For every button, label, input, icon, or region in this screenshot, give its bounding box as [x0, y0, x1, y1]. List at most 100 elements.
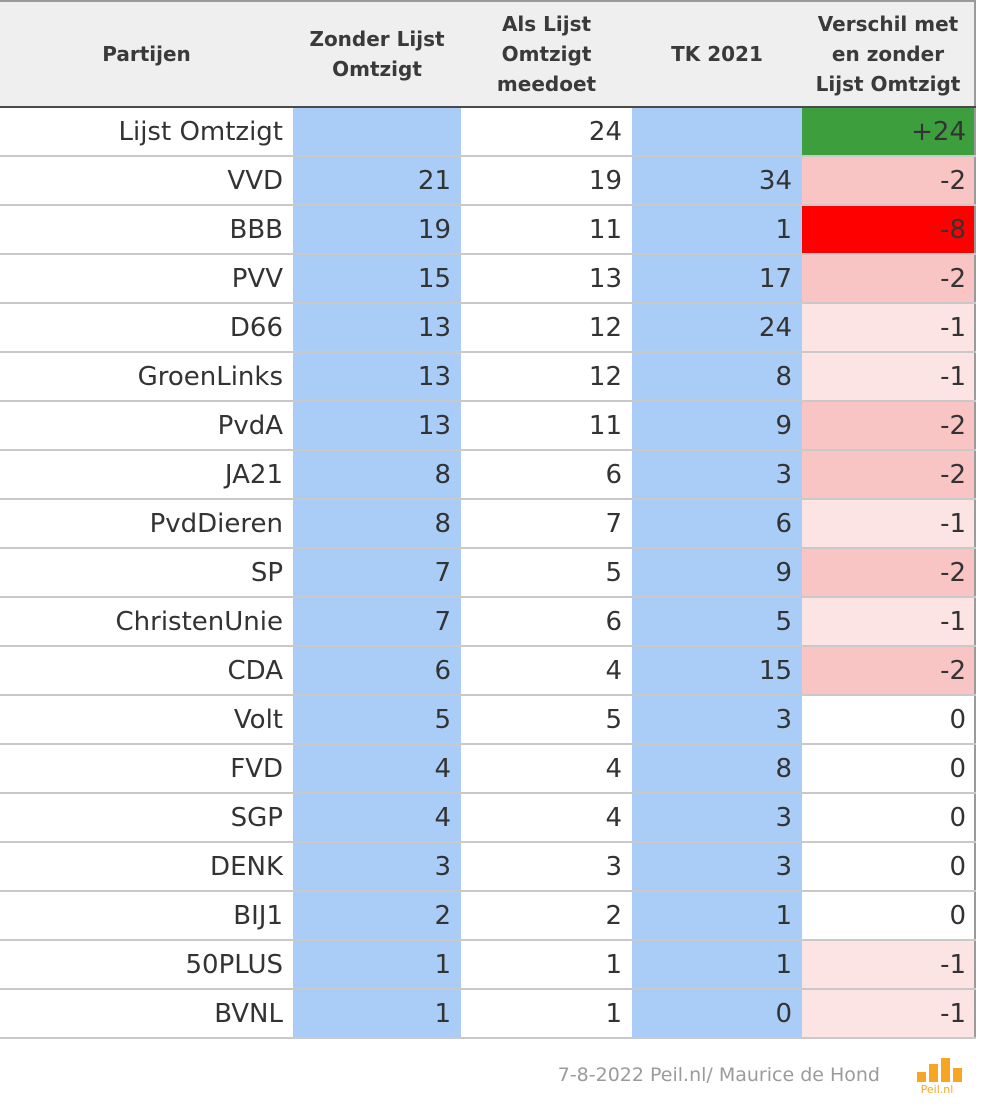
seats-with-cell: 4 — [461, 744, 632, 794]
party-name-cell: FVD — [0, 744, 293, 794]
seats-tk2021-cell: 8 — [632, 352, 802, 402]
party-name-cell: BBB — [0, 205, 293, 255]
seats-without-cell: 21 — [293, 156, 461, 206]
seat-difference-cell: -2 — [802, 646, 976, 696]
party-name-cell: Volt — [0, 695, 293, 745]
seats-without-cell: 1 — [293, 989, 461, 1039]
logo-bar-icon — [953, 1068, 962, 1082]
party-name-cell: PvdA — [0, 401, 293, 451]
seats-tk2021-cell: 34 — [632, 156, 802, 206]
seats-tk2021-cell: 1 — [632, 940, 802, 990]
seats-with-cell: 11 — [461, 205, 632, 255]
header-with-line-3: meedoet — [496, 72, 597, 96]
table-body: Lijst Omtzigt 24 +24 VVD 21 19 34 -2 BBB 19 11 1 -8 P… — [0, 107, 976, 1039]
seat-difference-cell: -1 — [802, 989, 976, 1039]
table-row: FVD 4 4 8 0 — [0, 744, 976, 794]
seats-tk2021-cell: 6 — [632, 499, 802, 549]
party-name-cell: SGP — [0, 793, 293, 843]
seats-with-cell: 12 — [461, 352, 632, 402]
header-tk: TK 2021 — [632, 0, 802, 108]
party-name-cell: BIJ1 — [0, 891, 293, 941]
seats-tk2021-cell: 1 — [632, 891, 802, 941]
header-party: Partijen — [0, 0, 293, 108]
seats-with-cell: 5 — [461, 548, 632, 598]
table-header: Partijen Zonder Lijst Omtzigt Als Lijst … — [0, 0, 976, 108]
seat-difference-cell: -2 — [802, 450, 976, 500]
party-name-cell: BVNL — [0, 989, 293, 1039]
seats-tk2021-cell: 1 — [632, 205, 802, 255]
seat-difference-cell: -1 — [802, 940, 976, 990]
header-diff-line-1: Verschil met — [817, 12, 959, 36]
party-name-cell: 50PLUS — [0, 940, 293, 990]
header-without: Zonder Lijst Omtzigt — [293, 0, 461, 108]
seat-difference-cell: -2 — [802, 254, 976, 304]
seats-without-cell: 1 — [293, 940, 461, 990]
seats-tk2021-cell: 9 — [632, 548, 802, 598]
peil-logo: Peil.nl — [909, 1058, 965, 1096]
seat-difference-cell: -2 — [802, 401, 976, 451]
seats-without-cell: 15 — [293, 254, 461, 304]
table-row: BVNL 1 1 0 -1 — [0, 989, 976, 1039]
seats-with-cell: 7 — [461, 499, 632, 549]
seats-without-cell: 13 — [293, 352, 461, 402]
seat-difference-cell: 0 — [802, 695, 976, 745]
seats-tk2021-cell: 9 — [632, 401, 802, 451]
seats-without-cell: 13 — [293, 303, 461, 353]
seats-tk2021-cell: 3 — [632, 450, 802, 500]
seats-with-cell: 5 — [461, 695, 632, 745]
seats-tk2021-cell: 24 — [632, 303, 802, 353]
logo-bar-icon — [941, 1058, 950, 1082]
seat-difference-cell: +24 — [802, 107, 976, 157]
table-row: D66 13 12 24 -1 — [0, 303, 976, 353]
header-without-line-2: Omtzigt — [332, 57, 422, 81]
logo-bar-icon — [929, 1064, 938, 1082]
seats-without-cell: 6 — [293, 646, 461, 696]
seats-with-cell: 1 — [461, 940, 632, 990]
seats-with-cell: 6 — [461, 597, 632, 647]
logo-bar-icon — [917, 1072, 926, 1082]
seats-tk2021-cell: 3 — [632, 695, 802, 745]
seats-tk2021-cell: 8 — [632, 744, 802, 794]
table-row: 50PLUS 1 1 1 -1 — [0, 940, 976, 990]
table-row: PVV 15 13 17 -2 — [0, 254, 976, 304]
seats-without-cell: 8 — [293, 499, 461, 549]
table-row: Lijst Omtzigt 24 +24 — [0, 107, 976, 157]
header-with-line-1: Als Lijst — [501, 12, 592, 36]
header-tk-label: TK 2021 — [671, 42, 763, 66]
party-name-cell: SP — [0, 548, 293, 598]
seat-difference-cell: -1 — [802, 352, 976, 402]
seats-tk2021-cell: 15 — [632, 646, 802, 696]
poll-table: Partijen Zonder Lijst Omtzigt Als Lijst … — [0, 0, 976, 1039]
seats-tk2021-cell — [632, 107, 802, 157]
seats-tk2021-cell: 3 — [632, 793, 802, 843]
seats-with-cell: 2 — [461, 891, 632, 941]
seats-with-cell: 19 — [461, 156, 632, 206]
seats-without-cell: 3 — [293, 842, 461, 892]
seats-without-cell: 5 — [293, 695, 461, 745]
seats-with-cell: 13 — [461, 254, 632, 304]
seat-difference-cell: -2 — [802, 548, 976, 598]
table-row: VVD 21 19 34 -2 — [0, 156, 976, 206]
table-row: DENK 3 3 3 0 — [0, 842, 976, 892]
seats-with-cell: 6 — [461, 450, 632, 500]
party-name-cell: GroenLinks — [0, 352, 293, 402]
seats-without-cell: 2 — [293, 891, 461, 941]
seats-with-cell: 12 — [461, 303, 632, 353]
seats-tk2021-cell: 17 — [632, 254, 802, 304]
table-row: GroenLinks 13 12 8 -1 — [0, 352, 976, 402]
table-row: PvdA 13 11 9 -2 — [0, 401, 976, 451]
table-row: BBB 19 11 1 -8 — [0, 205, 976, 255]
seat-difference-cell: -1 — [802, 597, 976, 647]
seat-difference-cell: -1 — [802, 499, 976, 549]
seats-without-cell: 4 — [293, 793, 461, 843]
party-name-cell: ChristenUnie — [0, 597, 293, 647]
seats-with-cell: 4 — [461, 793, 632, 843]
seat-difference-cell: -1 — [802, 303, 976, 353]
header-row: Partijen Zonder Lijst Omtzigt Als Lijst … — [0, 0, 976, 108]
table-row: JA21 8 6 3 -2 — [0, 450, 976, 500]
seat-difference-cell: 0 — [802, 793, 976, 843]
table-row: SP 7 5 9 -2 — [0, 548, 976, 598]
seats-without-cell: 7 — [293, 548, 461, 598]
seats-with-cell: 24 — [461, 107, 632, 157]
party-name-cell: CDA — [0, 646, 293, 696]
